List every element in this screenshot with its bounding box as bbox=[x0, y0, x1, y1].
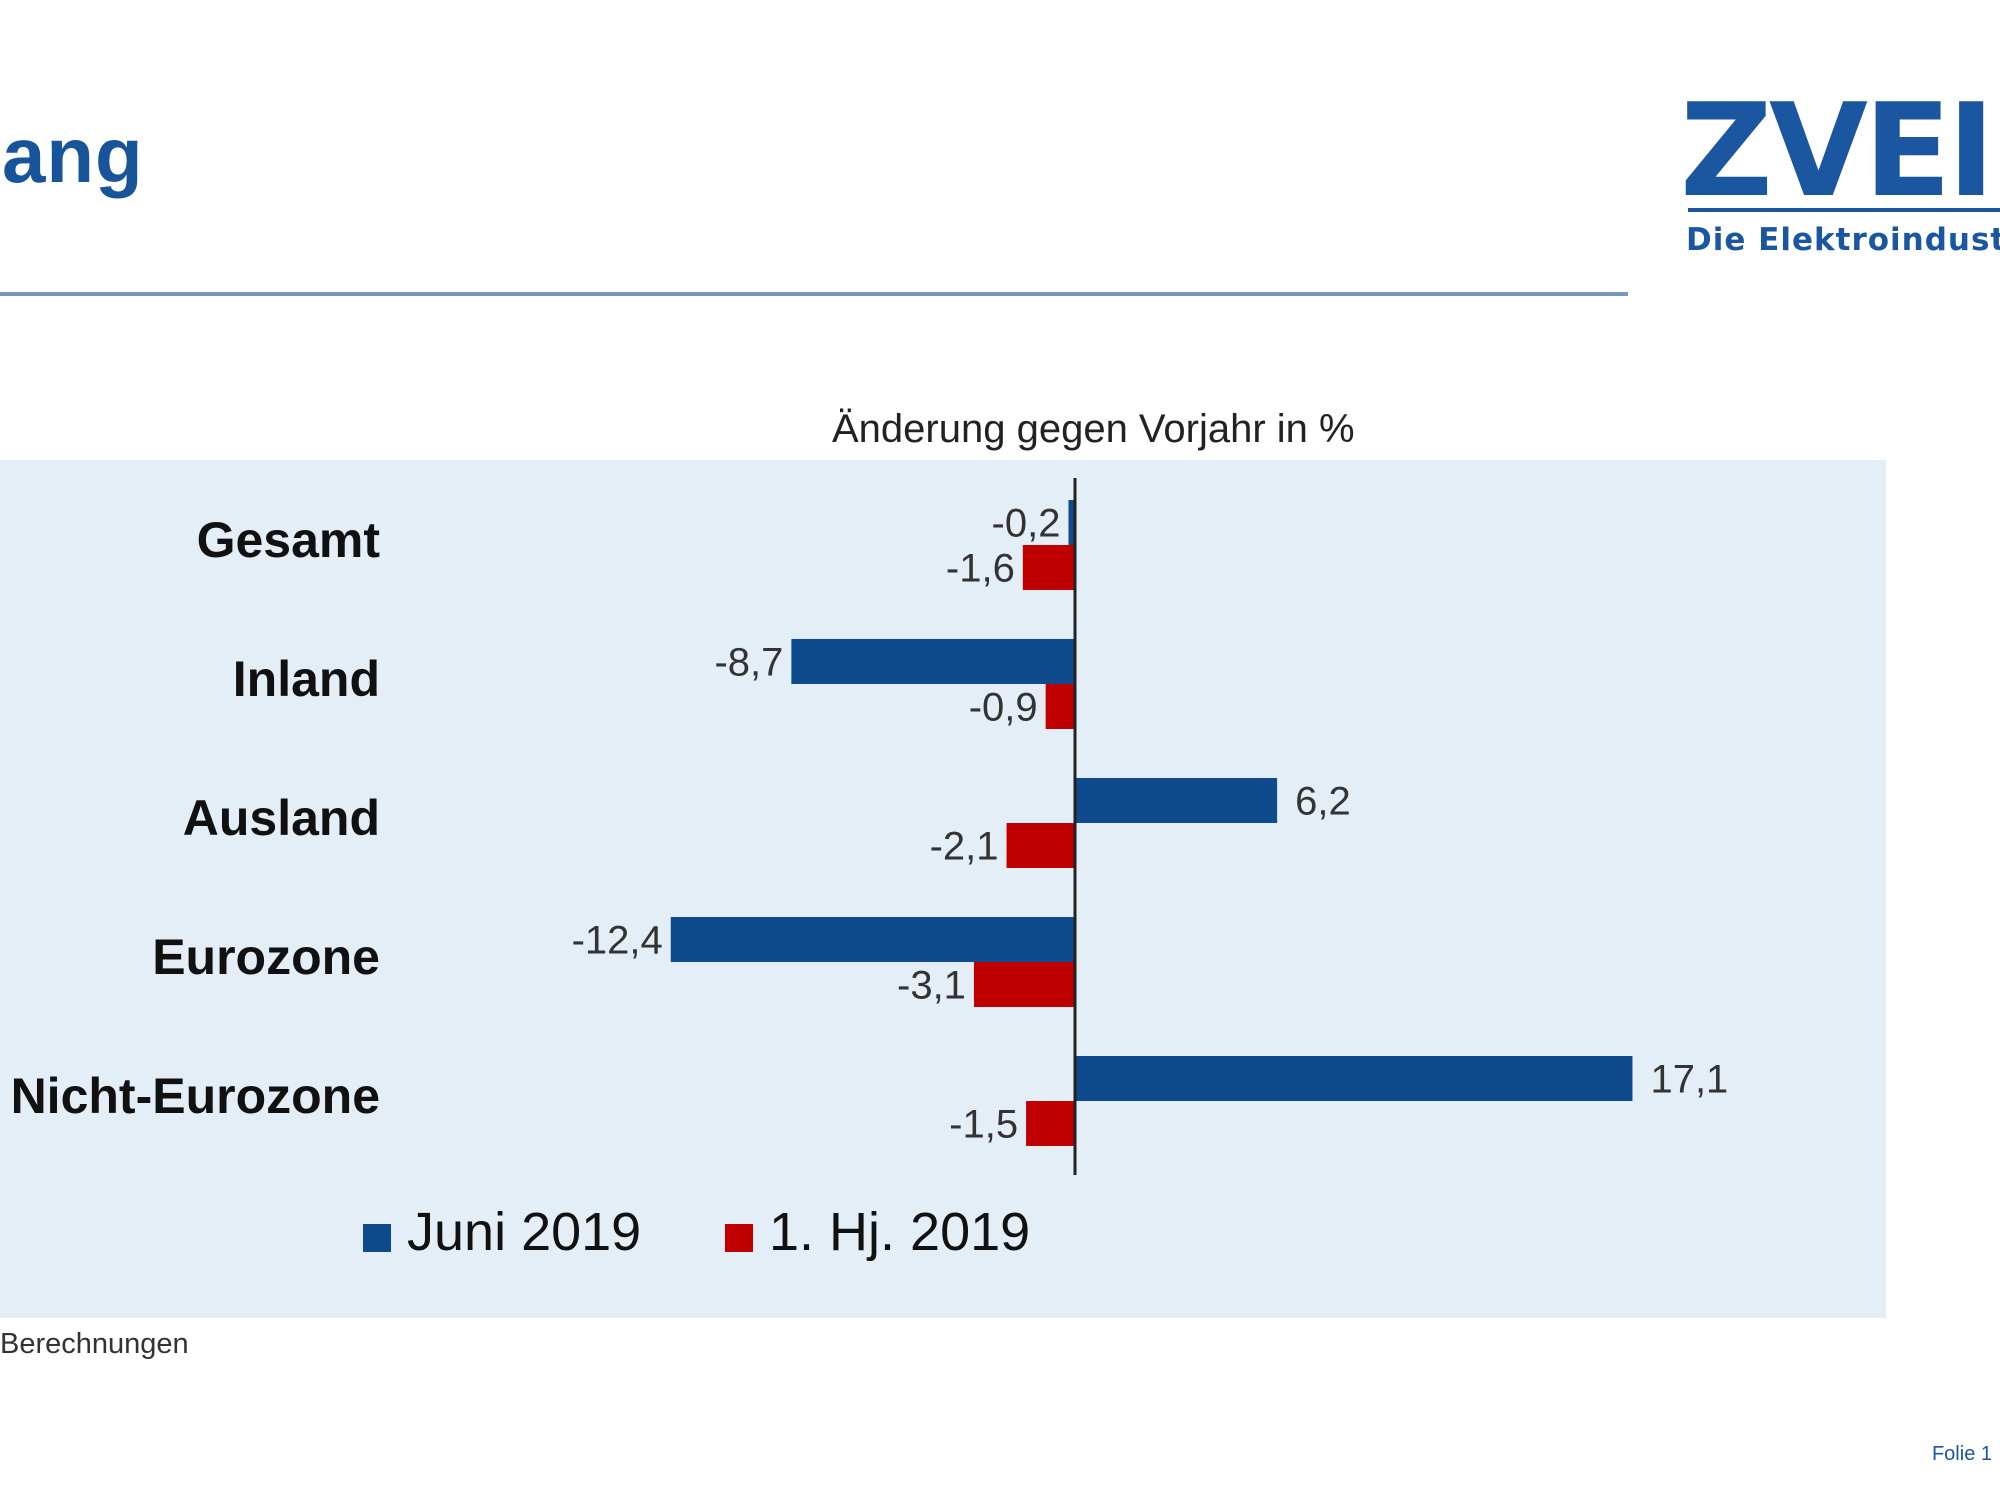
category-label-inland: Inland bbox=[233, 651, 380, 707]
legend-label-1-hj-2019: 1. Hj. 2019 bbox=[769, 1202, 1030, 1262]
data-label-juni-2019-ausland: 6,2 bbox=[1295, 780, 1351, 824]
data-label-1-hj-2019-gesamt: -1,6 bbox=[946, 547, 1015, 591]
chart-panel: Gesamt -0,2 -1,6 Inland -8,7 -0,9 Ausland 6,2 -2… bbox=[0, 460, 1886, 1318]
logo-rule bbox=[1688, 208, 2000, 212]
slide-title: ang bbox=[2, 111, 144, 199]
bar-juni-2019-gesamt bbox=[1068, 500, 1075, 545]
category-label-gesamt: Gesamt bbox=[197, 512, 381, 568]
slide-number: Folie 1 bbox=[1931, 1443, 1992, 1465]
data-label-1-hj-2019-inland: -0,9 bbox=[969, 686, 1038, 730]
bar-1-hj-2019-gesamt bbox=[1022, 545, 1075, 590]
bar-1-hj-2019-nicht-eurozone bbox=[1026, 1101, 1075, 1146]
category-label-ausland: Ausland bbox=[183, 790, 380, 846]
data-label-1-hj-2019-ausland: -2,1 bbox=[930, 825, 999, 869]
category-label-nicht-eurozone: Nicht-Eurozone bbox=[11, 1068, 380, 1124]
bar-juni-2019-nicht-eurozone bbox=[1075, 1056, 1633, 1101]
data-label-juni-2019-nicht-eurozone: 17,1 bbox=[1650, 1058, 1728, 1102]
data-label-juni-2019-eurozone: -12,4 bbox=[572, 919, 663, 963]
legend-swatch-juni-2019 bbox=[363, 1224, 391, 1252]
bar-juni-2019-eurozone bbox=[670, 917, 1075, 962]
bar-1-hj-2019-inland bbox=[1045, 684, 1075, 729]
bar-juni-2019-inland bbox=[791, 639, 1075, 684]
bar-1-hj-2019-eurozone bbox=[973, 962, 1075, 1007]
title-divider bbox=[0, 292, 1628, 296]
data-label-juni-2019-inland: -8,7 bbox=[714, 641, 783, 685]
bar-juni-2019-ausland bbox=[1075, 778, 1278, 823]
data-label-1-hj-2019-eurozone: -3,1 bbox=[897, 964, 966, 1008]
chart-title: Änderung gegen Vorjahr in % bbox=[832, 407, 1355, 451]
logo-tagline: Die Elektroindustrie bbox=[1686, 222, 2000, 258]
logo-mark: ZVEI bbox=[1680, 77, 1995, 226]
zvei-logo: ZVEI Die Elektroindustrie bbox=[1680, 88, 2000, 268]
legend-label-juni-2019: Juni 2019 bbox=[407, 1202, 641, 1262]
chart: Gesamt -0,2-1,6 Inland -8,7 -0,9 Ausland 6,2 -2… bbox=[11, 478, 1728, 1262]
category-label-eurozone: Eurozone bbox=[152, 929, 380, 985]
legend-swatch-1-hj-2019 bbox=[725, 1224, 753, 1252]
data-label-juni-2019-gesamt: -0,2 bbox=[992, 502, 1061, 546]
bar-1-hj-2019-ausland bbox=[1006, 823, 1075, 868]
source-footnote: Berechnungen bbox=[0, 1328, 189, 1360]
data-label-1-hj-2019-nicht-eurozone: -1,5 bbox=[949, 1103, 1018, 1147]
